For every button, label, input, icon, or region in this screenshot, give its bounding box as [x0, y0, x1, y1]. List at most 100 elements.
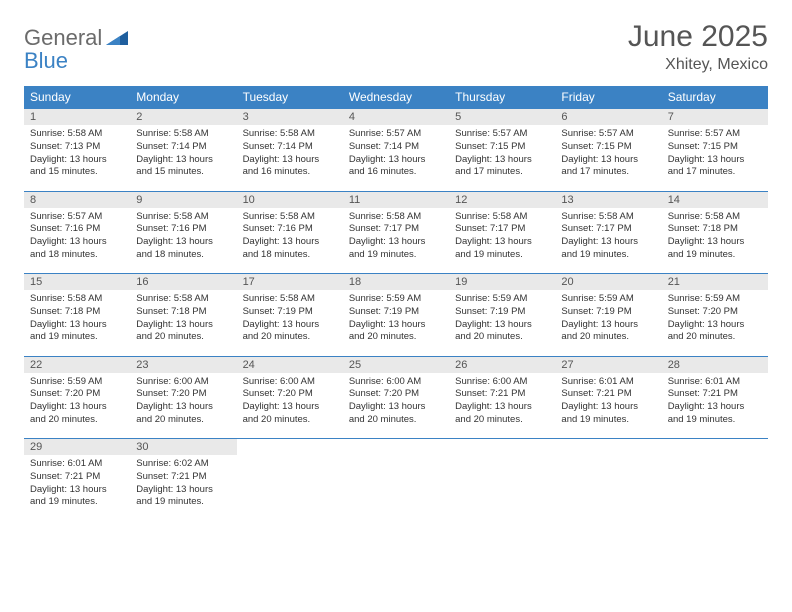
- sunrise-line: Sunrise: 5:58 AM: [455, 211, 549, 224]
- sunrise-line: Sunrise: 5:58 AM: [561, 211, 655, 224]
- day-number-cell: 29: [24, 439, 130, 456]
- sunrise-line: Sunrise: 5:58 AM: [243, 128, 337, 141]
- day-data-row: Sunrise: 5:59 AMSunset: 7:20 PMDaylight:…: [24, 373, 768, 439]
- day-data-cell: Sunrise: 5:57 AMSunset: 7:15 PMDaylight:…: [555, 125, 661, 191]
- day-number-cell: 20: [555, 274, 661, 291]
- sunrise-line: Sunrise: 5:59 AM: [561, 293, 655, 306]
- day-number-cell: 13: [555, 191, 661, 208]
- daylight-line: Daylight: 13 hours and 19 minutes.: [668, 401, 762, 427]
- day-data-cell: [343, 455, 449, 521]
- day-data-cell: Sunrise: 5:58 AMSunset: 7:14 PMDaylight:…: [130, 125, 236, 191]
- day-data-cell: Sunrise: 5:57 AMSunset: 7:15 PMDaylight:…: [662, 125, 768, 191]
- day-data-cell: Sunrise: 5:59 AMSunset: 7:20 PMDaylight:…: [662, 290, 768, 356]
- logo-triangle-icon: [106, 25, 128, 50]
- sunrise-line: Sunrise: 5:57 AM: [561, 128, 655, 141]
- daylight-line: Daylight: 13 hours and 20 minutes.: [455, 319, 549, 345]
- sunset-line: Sunset: 7:20 PM: [136, 388, 230, 401]
- logo-text: General Blue: [24, 26, 128, 72]
- sunset-line: Sunset: 7:21 PM: [668, 388, 762, 401]
- col-wednesday: Wednesday: [343, 86, 449, 109]
- sunrise-line: Sunrise: 5:57 AM: [349, 128, 443, 141]
- day-data-cell: Sunrise: 5:58 AMSunset: 7:18 PMDaylight:…: [662, 208, 768, 274]
- sunset-line: Sunset: 7:20 PM: [243, 388, 337, 401]
- daylight-line: Daylight: 13 hours and 16 minutes.: [349, 154, 443, 180]
- sunset-line: Sunset: 7:17 PM: [455, 223, 549, 236]
- day-data-cell: Sunrise: 5:58 AMSunset: 7:14 PMDaylight:…: [237, 125, 343, 191]
- sunset-line: Sunset: 7:16 PM: [136, 223, 230, 236]
- day-number-cell: 7: [662, 109, 768, 126]
- day-data-cell: Sunrise: 5:57 AMSunset: 7:16 PMDaylight:…: [24, 208, 130, 274]
- day-number-cell: [555, 439, 661, 456]
- day-number-cell: 27: [555, 356, 661, 373]
- sunset-line: Sunset: 7:20 PM: [30, 388, 124, 401]
- daylight-line: Daylight: 13 hours and 19 minutes.: [668, 236, 762, 262]
- sunrise-line: Sunrise: 6:01 AM: [668, 376, 762, 389]
- sunrise-line: Sunrise: 5:58 AM: [136, 128, 230, 141]
- day-number-cell: 23: [130, 356, 236, 373]
- sunset-line: Sunset: 7:21 PM: [561, 388, 655, 401]
- sunset-line: Sunset: 7:18 PM: [30, 306, 124, 319]
- day-data-cell: Sunrise: 5:58 AMSunset: 7:18 PMDaylight:…: [24, 290, 130, 356]
- daylight-line: Daylight: 13 hours and 20 minutes.: [243, 401, 337, 427]
- sunrise-line: Sunrise: 5:59 AM: [30, 376, 124, 389]
- sunrise-line: Sunrise: 6:02 AM: [136, 458, 230, 471]
- location-text: Xhitey, Mexico: [628, 56, 768, 74]
- daylight-line: Daylight: 13 hours and 17 minutes.: [455, 154, 549, 180]
- daylight-line: Daylight: 13 hours and 19 minutes.: [455, 236, 549, 262]
- day-data-cell: Sunrise: 6:00 AMSunset: 7:20 PMDaylight:…: [237, 373, 343, 439]
- day-data-cell: Sunrise: 5:58 AMSunset: 7:17 PMDaylight:…: [449, 208, 555, 274]
- day-data-cell: Sunrise: 6:00 AMSunset: 7:20 PMDaylight:…: [343, 373, 449, 439]
- daylight-line: Daylight: 13 hours and 15 minutes.: [30, 154, 124, 180]
- day-number-cell: [662, 439, 768, 456]
- day-number-cell: 9: [130, 191, 236, 208]
- sunrise-line: Sunrise: 6:01 AM: [561, 376, 655, 389]
- day-data-cell: Sunrise: 5:58 AMSunset: 7:17 PMDaylight:…: [555, 208, 661, 274]
- day-data-row: Sunrise: 5:57 AMSunset: 7:16 PMDaylight:…: [24, 208, 768, 274]
- col-sunday: Sunday: [24, 86, 130, 109]
- sunrise-line: Sunrise: 5:58 AM: [243, 211, 337, 224]
- day-number-row: 22232425262728: [24, 356, 768, 373]
- day-data-row: Sunrise: 5:58 AM Sunset: 7:18 PM Daylight:…: [24, 290, 768, 356]
- day-number-cell: 11: [343, 191, 449, 208]
- daylight-line: Daylight: 13 hours and 20 minutes.: [349, 319, 443, 345]
- col-monday: Monday: [130, 86, 236, 109]
- calendar-table: Sunday Monday Tuesday Wednesday Thursday…: [24, 86, 768, 521]
- sunset-line: Sunset: 7:14 PM: [349, 141, 443, 154]
- sunset-line: Sunset: 7:17 PM: [349, 223, 443, 236]
- day-data-cell: Sunrise: 5:59 AMSunset: 7:19 PMDaylight:…: [449, 290, 555, 356]
- sunset-line: Sunset: 7:13 PM: [30, 141, 124, 154]
- logo: General Blue: [24, 26, 128, 72]
- sunset-line: Sunset: 7:19 PM: [561, 306, 655, 319]
- daylight-line: Daylight: 13 hours and 18 minutes.: [30, 236, 124, 262]
- sunrise-line: Sunrise: 5:59 AM: [668, 293, 762, 306]
- day-data-cell: [449, 455, 555, 521]
- page-title: June 2025: [628, 20, 768, 54]
- day-number-cell: 10: [237, 191, 343, 208]
- day-number-row: 1234567: [24, 109, 768, 126]
- daylight-line: Daylight: 13 hours and 19 minutes.: [136, 484, 230, 510]
- sunrise-line: Sunrise: 5:57 AM: [668, 128, 762, 141]
- day-data-cell: Sunrise: 5:57 AMSunset: 7:15 PMDaylight:…: [449, 125, 555, 191]
- daylight-line: Daylight: 13 hours and 20 minutes.: [243, 319, 337, 345]
- sunset-line: Sunset: 7:16 PM: [243, 223, 337, 236]
- sunrise-line: Sunrise: 6:00 AM: [349, 376, 443, 389]
- day-data-cell: Sunrise: 6:02 AMSunset: 7:21 PMDaylight:…: [130, 455, 236, 521]
- sunrise-line: Sunrise: 5:58 AM: [30, 128, 124, 141]
- col-thursday: Thursday: [449, 86, 555, 109]
- day-data-cell: Sunrise: 5:58 AMSunset: 7:16 PMDaylight:…: [130, 208, 236, 274]
- day-data-cell: Sunrise: 5:58 AMSunset: 7:16 PMDaylight:…: [237, 208, 343, 274]
- sunset-line: Sunset: 7:19 PM: [455, 306, 549, 319]
- daylight-line: Daylight: 13 hours and 18 minutes.: [243, 236, 337, 262]
- day-number-cell: [237, 439, 343, 456]
- day-number-cell: 26: [449, 356, 555, 373]
- sunrise-line: Sunrise: 6:00 AM: [455, 376, 549, 389]
- day-data-cell: Sunrise: 5:59 AMSunset: 7:19 PMDaylight:…: [343, 290, 449, 356]
- day-number-cell: 16: [130, 274, 236, 291]
- sunrise-line: Sunrise: 5:58 AM: [243, 293, 337, 306]
- sunrise-line: Sunrise: 5:58 AM: [668, 211, 762, 224]
- day-data-cell: Sunrise: 5:57 AMSunset: 7:14 PMDaylight:…: [343, 125, 449, 191]
- day-number-cell: 22: [24, 356, 130, 373]
- day-data-cell: [662, 455, 768, 521]
- day-number-cell: 24: [237, 356, 343, 373]
- day-number-cell: [343, 439, 449, 456]
